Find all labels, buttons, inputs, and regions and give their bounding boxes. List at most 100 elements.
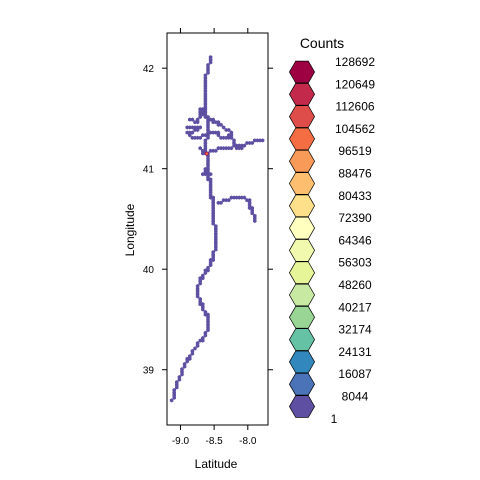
hex-cell — [242, 143, 247, 148]
hex-cell — [250, 140, 254, 146]
legend-label: 112606 — [335, 100, 374, 114]
legend-swatch — [288, 149, 316, 173]
legend-label: 80433 — [338, 189, 372, 203]
hex-cell — [208, 60, 213, 65]
legend-swatch — [288, 105, 316, 128]
y-tick-label: 41 — [143, 165, 155, 176]
legend-swatch — [288, 350, 316, 374]
hex-cell — [198, 125, 202, 130]
hexbin-cells — [169, 55, 265, 403]
hex-cell — [229, 146, 234, 151]
legend-label: 40217 — [338, 300, 372, 314]
hex-cell — [198, 146, 202, 151]
hex-cell — [190, 351, 195, 356]
legend-label: 56303 — [338, 256, 372, 270]
hex-cell — [203, 133, 208, 138]
legend-label: 24131 — [338, 345, 372, 359]
hex-cell — [206, 177, 210, 182]
legend-swatch — [288, 194, 316, 218]
legend-swatch — [288, 83, 316, 106]
legend-label: 64346 — [338, 233, 372, 247]
hex-cell — [208, 172, 213, 177]
hex-cell — [214, 247, 218, 252]
legend-label: 1 — [331, 412, 338, 426]
hex-cell — [195, 294, 200, 299]
hex-cell — [206, 135, 210, 140]
legend-label: 120649 — [335, 77, 375, 91]
legend-swatch — [288, 395, 316, 418]
legend-swatch — [288, 216, 316, 240]
hex-cell — [195, 117, 200, 122]
hex-cell — [206, 70, 210, 75]
hex-cell — [203, 270, 208, 276]
hex-cell — [172, 395, 176, 400]
legend-label: 96519 — [338, 144, 372, 158]
hex-cell — [240, 146, 244, 151]
hex-cell — [201, 307, 205, 312]
legend: 128692 120649 112606 104562 96519 88476 80433 7… — [288, 55, 375, 426]
legend-swatch — [288, 328, 316, 351]
y-tick-label: 40 — [143, 265, 155, 276]
hex-cell — [169, 398, 174, 403]
legend-label: 32174 — [338, 323, 372, 337]
legend-swatch — [288, 261, 316, 284]
hex-cell — [242, 195, 247, 200]
hex-cell — [195, 120, 200, 125]
hex-cell — [190, 117, 195, 122]
x-tick-label: -9.0 — [172, 436, 190, 447]
hex-cell — [250, 211, 254, 216]
hex-cell — [232, 143, 236, 148]
legend-label: 88476 — [338, 167, 372, 181]
legend-swatch — [288, 283, 316, 307]
x-tick-label: -8.0 — [239, 436, 257, 447]
hex-cell — [227, 198, 231, 203]
hex-cell — [177, 377, 182, 382]
hex-cell — [219, 122, 223, 127]
hex-cell-high — [204, 151, 209, 156]
y-tick-label: 42 — [143, 64, 155, 75]
axis-ticks: -9.0 -8.5 -8.0 39 40 41 42 — [143, 28, 273, 447]
x-axis-title: Latitude — [195, 457, 238, 471]
legend-swatch — [288, 60, 316, 84]
hex-cell — [227, 127, 231, 133]
hex-cell — [208, 263, 213, 268]
hex-cell — [198, 135, 202, 140]
y-axis-title: Longitude — [123, 203, 137, 256]
hex-cell — [198, 281, 202, 286]
hex-cell — [188, 133, 192, 138]
legend-swatch — [288, 172, 316, 195]
legend-label: 72390 — [338, 211, 372, 225]
hex-cell — [206, 328, 210, 333]
hex-cell — [195, 343, 200, 348]
hex-cell — [182, 364, 187, 369]
y-tick-label: 39 — [143, 366, 155, 377]
legend-title: Counts — [300, 35, 344, 51]
legend-swatch — [288, 372, 316, 396]
hex-cell — [198, 114, 202, 120]
legend-swatch — [288, 306, 316, 329]
hex-cell — [193, 346, 197, 351]
legend-label: 48260 — [338, 278, 372, 292]
hex-cell — [260, 138, 265, 143]
legend-label: 104562 — [335, 122, 375, 136]
legend-label: 8044 — [342, 390, 369, 404]
highlight-markers — [204, 151, 209, 156]
hex-cell — [203, 172, 208, 177]
plot-panel — [166, 32, 269, 426]
hex-cell — [198, 338, 202, 343]
hex-cell — [203, 333, 208, 338]
hex-cell — [214, 148, 218, 153]
hex-cell — [229, 135, 234, 140]
hex-cell — [180, 372, 184, 377]
hex-cell — [185, 130, 189, 135]
legend-label: 16087 — [338, 367, 372, 381]
hex-cell — [193, 127, 197, 133]
hex-cell — [185, 359, 189, 364]
hex-cell — [216, 133, 221, 138]
hex-cell — [221, 125, 226, 130]
legend-label: 128692 — [335, 55, 375, 69]
legend-swatch — [288, 239, 316, 262]
plot-border — [166, 32, 269, 426]
legend-swatch — [288, 127, 316, 151]
